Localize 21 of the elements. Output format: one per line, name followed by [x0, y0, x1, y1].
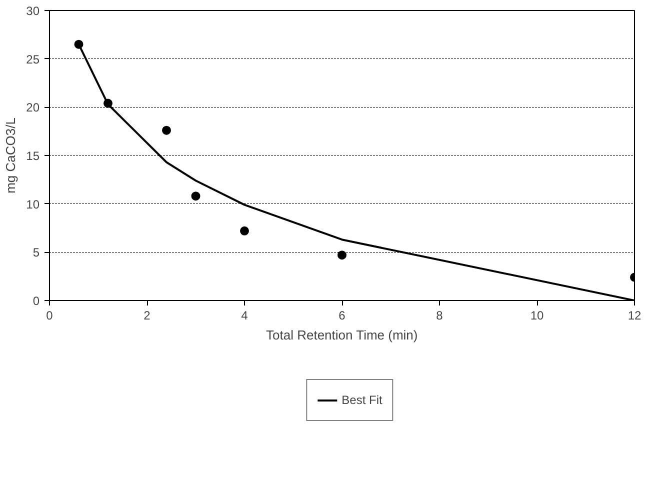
- point: [191, 192, 200, 201]
- legend-label: Best Fit: [342, 393, 382, 407]
- y-tick-label: 10: [26, 197, 40, 212]
- y-tick-label: 0: [32, 294, 40, 308]
- point: [162, 126, 171, 135]
- y-tick-label: 15: [26, 149, 40, 163]
- x-tick-label: 10: [530, 308, 544, 322]
- x-tick-label: 4: [241, 308, 248, 322]
- y-tick-label: 25: [26, 52, 40, 66]
- y-tick-label: 30: [26, 4, 40, 18]
- y-tick-label: 20: [26, 100, 40, 115]
- x-tick-label: 2: [144, 308, 151, 322]
- x-axis-title: Total Retention Time (min): [266, 328, 418, 342]
- x-tick-label: 8: [436, 308, 444, 322]
- x-tick-label: 0: [46, 308, 54, 322]
- x-tick-label: 6: [338, 308, 346, 322]
- y-axis-title: mg CaCO3/L: [3, 118, 18, 194]
- point: [240, 226, 249, 236]
- point: [338, 250, 346, 260]
- x-tick-label: 12: [628, 308, 642, 322]
- y-tick-label: 5: [32, 246, 40, 260]
